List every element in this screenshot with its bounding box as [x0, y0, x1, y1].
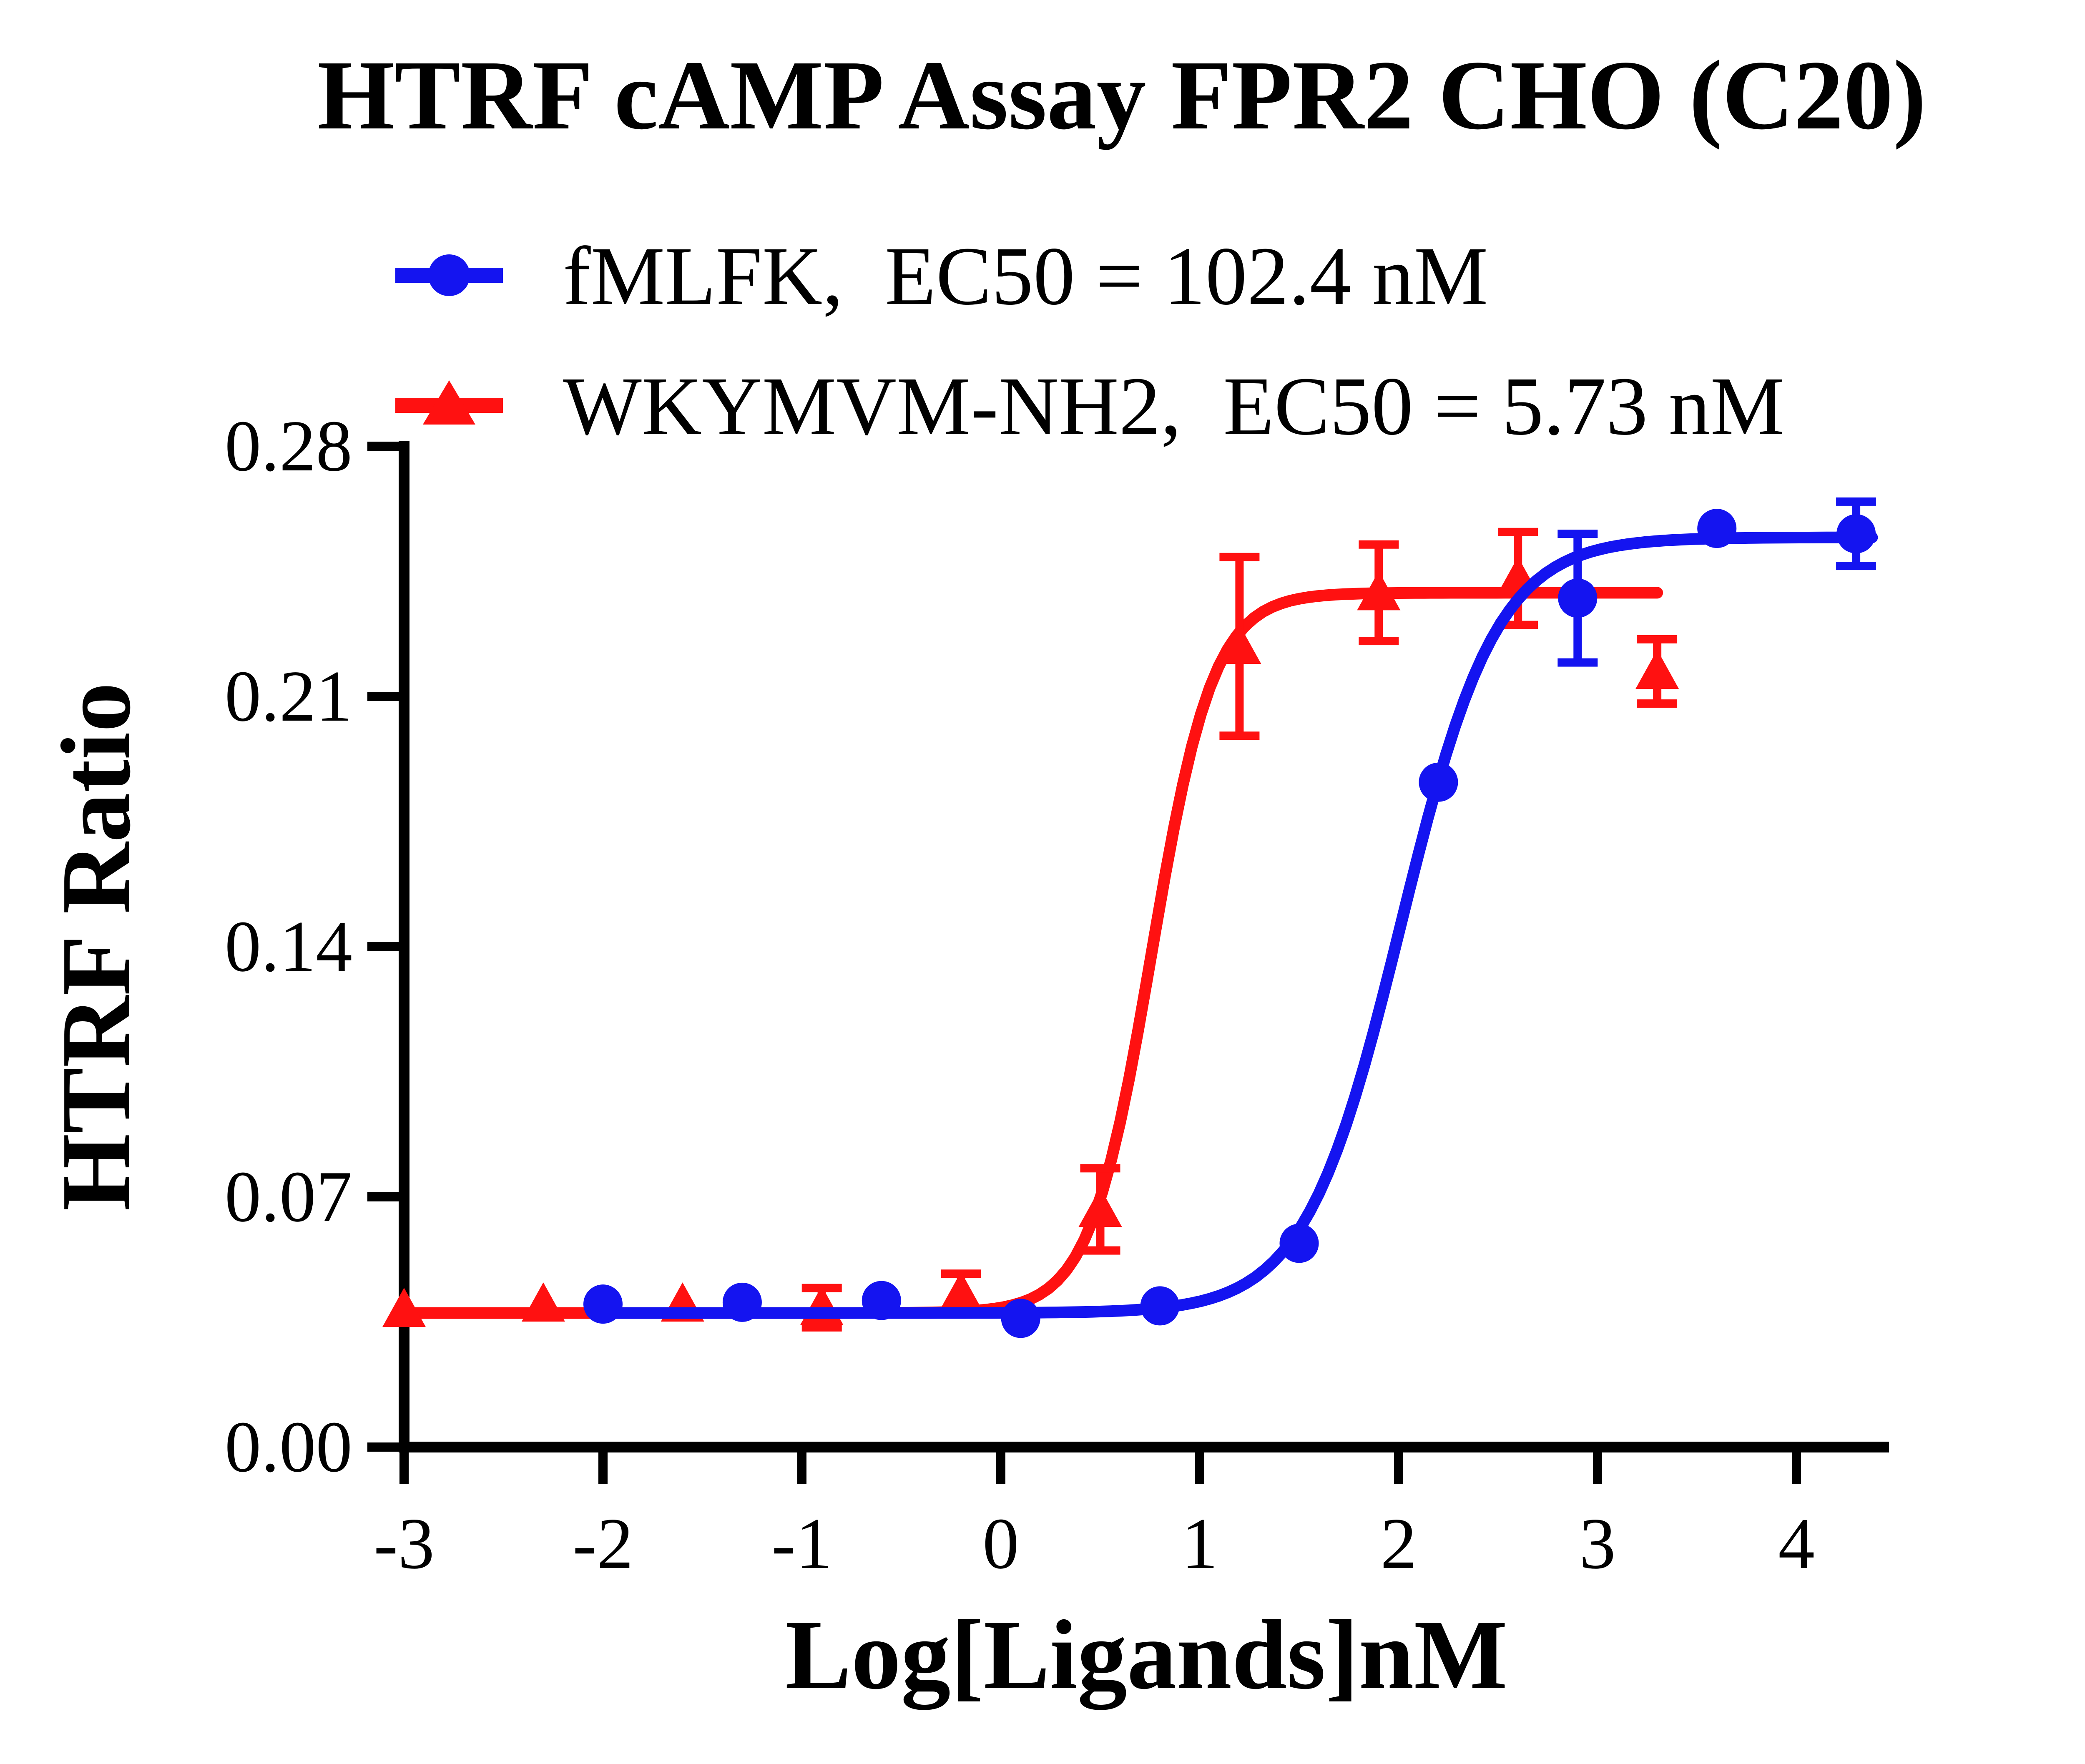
- legend: fMLFK, EC50 = 102.4 nM WKYMVM-NH2, EC50 …: [395, 230, 1784, 452]
- x-axis-title: Log[Ligands]nM: [785, 1600, 1507, 1710]
- y-axis-title: HTRF Ratio: [41, 682, 151, 1211]
- data-point-circle: [1419, 762, 1458, 802]
- x-tick-label: 3: [1579, 1503, 1616, 1584]
- y-tick-label: 0.07: [225, 1156, 352, 1237]
- data-point-circle: [722, 1282, 762, 1322]
- x-tick-label: 1: [1181, 1503, 1218, 1584]
- x-tick-label: -2: [573, 1503, 633, 1584]
- y-tick-label: 0.00: [225, 1406, 352, 1487]
- data-point-circle: [583, 1284, 623, 1324]
- data-point-triangle: [521, 1282, 565, 1322]
- data-point-triangle: [1635, 650, 1679, 689]
- series-fMLFK: [583, 497, 1878, 1338]
- data-point-triangle: [1078, 1188, 1122, 1227]
- x-tick-label: 2: [1380, 1503, 1417, 1584]
- data-point-circle: [1836, 514, 1876, 553]
- legend-item-wkymvm: WKYMVM-NH2, EC50 = 5.73 nM: [395, 360, 1784, 452]
- axis-ticks: -3 -2 -1 0 1 2 3 4 0.00 0.07 0.14 0.21 0.28: [225, 405, 1815, 1584]
- y-tick-label: 0.14: [225, 906, 352, 987]
- x-tick-label: 4: [1778, 1503, 1815, 1584]
- y-tick-label: 0.21: [225, 656, 352, 736]
- legend-triangle-marker-icon: [423, 380, 475, 425]
- x-tick-label: -1: [771, 1503, 832, 1584]
- data-point-circle: [1697, 509, 1737, 548]
- legend-label-wkymvm: WKYMVM-NH2, EC50 = 5.73 nM: [563, 360, 1784, 452]
- y-tick-label: 0.28: [225, 405, 352, 486]
- legend-label-fmlfk: fMLFK, EC50 = 102.4 nM: [563, 230, 1488, 322]
- data-point-circle: [1558, 578, 1598, 618]
- data-point-triangle: [1357, 571, 1401, 611]
- data-point-triangle: [939, 1271, 983, 1311]
- plot-area: [382, 497, 1878, 1338]
- data-point-circle: [1279, 1224, 1319, 1263]
- fit-curve-fMLFK: [597, 531, 1878, 1319]
- legend-circle-marker-icon: [428, 254, 470, 296]
- data-point-triangle: [1218, 625, 1261, 664]
- legend-item-fmlfk: fMLFK, EC50 = 102.4 nM: [395, 230, 1488, 322]
- chart-title: HTRF cAMP Assay FPR2 CHO (C20): [317, 40, 1926, 150]
- axes: -3 -2 -1 0 1 2 3 4 0.00 0.07 0.14 0.21 0.28 Log[Liga…: [41, 405, 1889, 1710]
- data-point-circle: [862, 1281, 901, 1320]
- data-point-triangle: [382, 1288, 426, 1327]
- x-tick-label: -3: [374, 1503, 435, 1584]
- data-point-circle: [1001, 1299, 1040, 1338]
- data-point-circle: [1140, 1286, 1180, 1326]
- x-tick-label: 0: [982, 1503, 1019, 1584]
